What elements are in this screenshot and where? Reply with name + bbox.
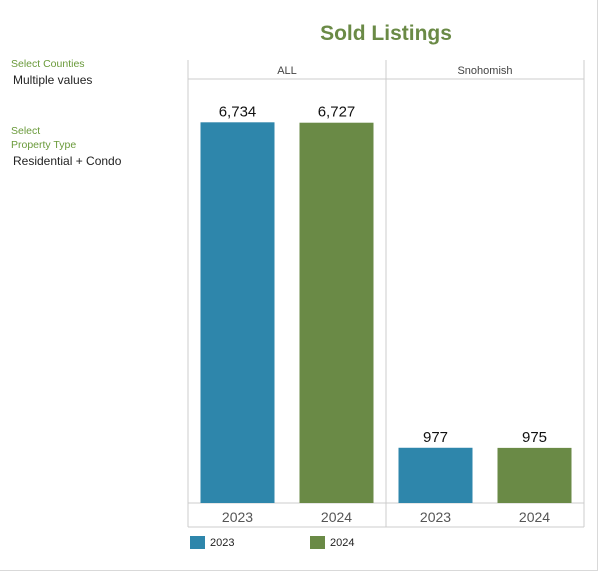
property-type-filter-label-line1: Select (11, 125, 41, 137)
panel-header-all: ALL (277, 65, 297, 77)
county-filter[interactable]: Select Counties Multiple values (11, 57, 181, 88)
bar-all-2024 (299, 122, 374, 504)
filter-panel: Select Counties Multiple values Select P… (11, 57, 181, 169)
data-label-snohomish-2024: 975 (522, 429, 547, 446)
x-tick-label-all-2023: 2023 (222, 509, 253, 525)
property-type-filter-label-line2: Property Type (11, 139, 77, 151)
legend-label-2024: 2024 (330, 536, 355, 549)
chart-legend: 2023 2024 (0, 536, 599, 552)
county-filter-value[interactable]: Multiple values (13, 73, 93, 87)
chart-title: Sold Listings (320, 22, 452, 45)
property-type-filter[interactable]: Select Property Type Residential + Condo (11, 124, 181, 169)
legend-swatch-2023 (190, 536, 205, 549)
county-filter-label: Select Counties (11, 58, 85, 70)
data-label-all-2024: 6,727 (318, 104, 356, 121)
data-label-all-2023: 6,734 (219, 103, 257, 120)
legend-swatch-2024 (310, 536, 325, 549)
panel-header-snohomish: Snohomish (457, 65, 512, 77)
legend-item-2023[interactable]: 2023 (190, 536, 234, 549)
x-tick-label-snohomish-2023: 2023 (420, 509, 451, 525)
property-type-filter-value[interactable]: Residential + Condo (13, 154, 122, 168)
bar-snohomish-2024 (497, 447, 572, 503)
x-tick-label-snohomish-2024: 2024 (519, 509, 550, 525)
bar-all-2023 (200, 122, 275, 503)
x-tick-label-all-2024: 2024 (321, 509, 352, 525)
legend-item-2024[interactable]: 2024 (310, 536, 354, 549)
legend-label-2023: 2023 (210, 536, 235, 549)
data-label-snohomish-2023: 977 (423, 429, 448, 446)
bar-snohomish-2023 (398, 447, 473, 503)
